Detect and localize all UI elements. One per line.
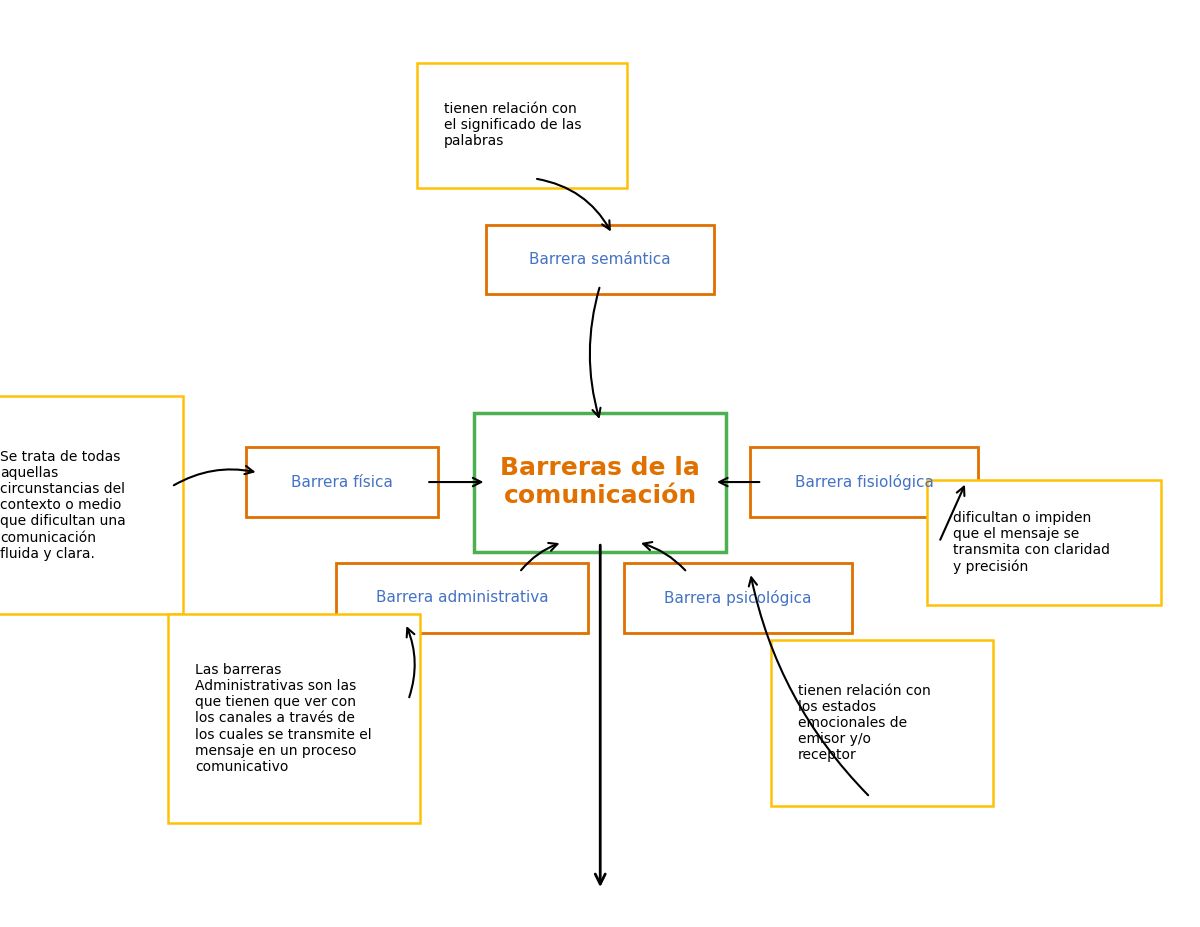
Text: Barrera psicológica: Barrera psicológica — [665, 590, 812, 606]
Text: Barrera semántica: Barrera semántica — [529, 252, 671, 267]
Text: Barrera administrativa: Barrera administrativa — [376, 590, 548, 605]
Text: Barrera fisiológica: Barrera fisiológica — [794, 474, 934, 490]
Text: Se trata de todas
aquellas
circunstancias del
contexto o medio
que dificultan un: Se trata de todas aquellas circunstancia… — [0, 450, 126, 561]
Text: dificultan o impiden
que el mensaje se
transmita con claridad
y precisión: dificultan o impiden que el mensaje se t… — [954, 511, 1110, 574]
FancyBboxPatch shape — [624, 564, 852, 633]
FancyBboxPatch shape — [928, 480, 1162, 605]
Text: tienen relación con
los estados
emocionales de
emisor y/o
receptor: tienen relación con los estados emociona… — [798, 683, 930, 763]
FancyBboxPatch shape — [750, 448, 978, 517]
FancyBboxPatch shape — [486, 225, 714, 295]
FancyBboxPatch shape — [772, 640, 994, 806]
FancyBboxPatch shape — [418, 63, 628, 187]
Text: Barrera física: Barrera física — [292, 475, 394, 489]
FancyBboxPatch shape — [246, 448, 438, 517]
Text: Barreras de la
comunicación: Barreras de la comunicación — [500, 456, 700, 508]
FancyBboxPatch shape — [336, 564, 588, 633]
FancyBboxPatch shape — [168, 615, 420, 823]
FancyBboxPatch shape — [474, 413, 726, 552]
FancyBboxPatch shape — [0, 397, 184, 615]
Text: tienen relación con
el significado de las
palabras: tienen relación con el significado de la… — [444, 102, 581, 148]
Text: Las barreras
Administrativas son las
que tienen que ver con
los canales a través: Las barreras Administrativas son las que… — [194, 663, 372, 774]
